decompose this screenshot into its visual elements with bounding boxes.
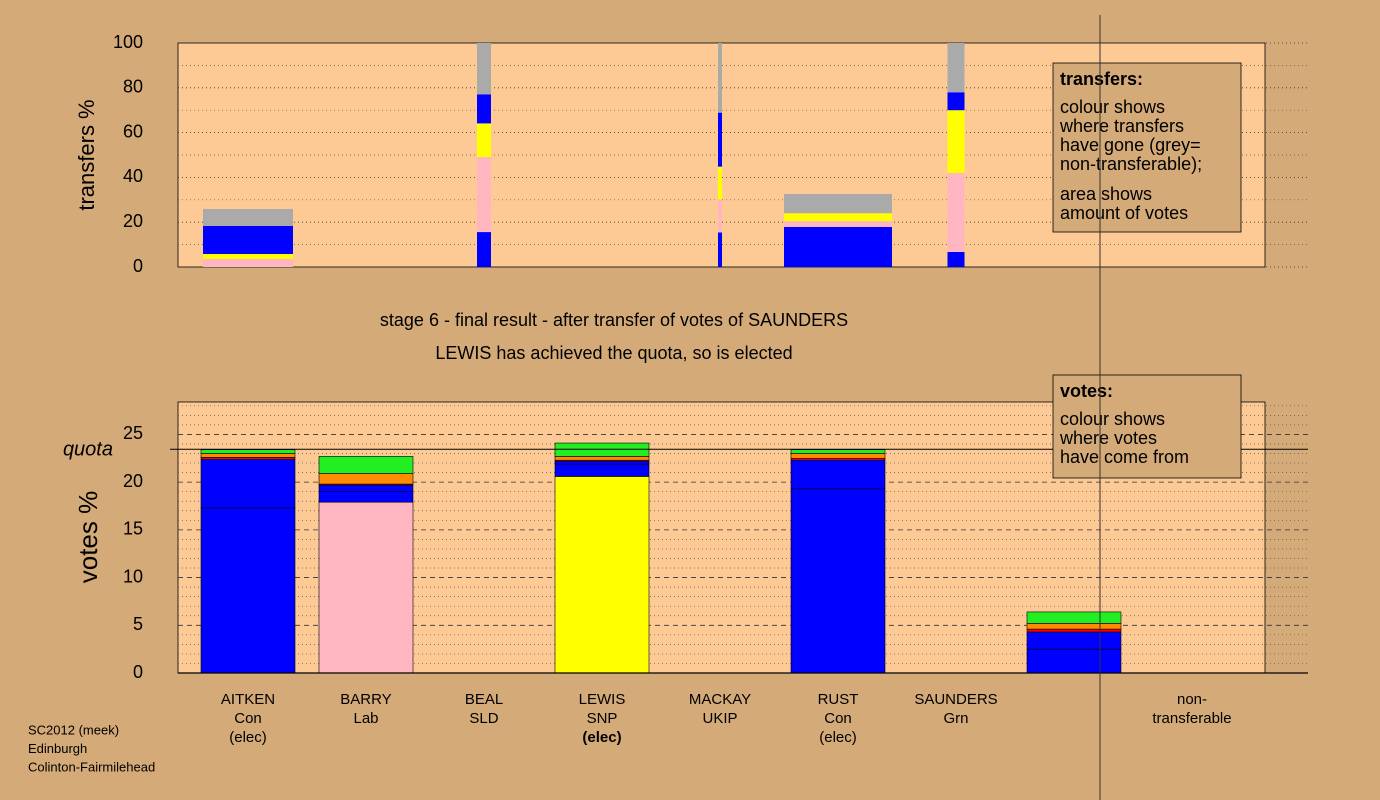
category-label: SAUNDERS bbox=[914, 691, 997, 708]
bar-segment bbox=[784, 226, 892, 267]
y-tick-label: 80 bbox=[123, 77, 143, 97]
y-tick-label: 15 bbox=[123, 519, 143, 539]
legend-text: amount of votes bbox=[1060, 203, 1188, 223]
legend-text: non-transferable); bbox=[1060, 154, 1202, 174]
bar-segment bbox=[477, 157, 491, 233]
legend-title: transfers: bbox=[1060, 69, 1143, 89]
bar-segment bbox=[200, 453, 296, 458]
category-label: AITKEN bbox=[221, 691, 275, 708]
footer-text: Edinburgh bbox=[28, 741, 87, 756]
category-label: UKIP bbox=[702, 710, 737, 727]
bar-segment bbox=[784, 221, 892, 227]
bar-segment bbox=[718, 112, 722, 167]
category-label: Lab bbox=[353, 710, 378, 727]
y-axis-label: transfers % bbox=[74, 99, 99, 210]
bar-segment bbox=[947, 92, 965, 111]
bar-segment bbox=[318, 501, 414, 674]
bar-segment bbox=[1026, 623, 1122, 630]
y-tick-label: 20 bbox=[123, 211, 143, 231]
bar-segment bbox=[718, 199, 722, 233]
legend-title: votes: bbox=[1060, 381, 1113, 401]
bar-segment bbox=[554, 476, 650, 674]
y-tick-label: 40 bbox=[123, 166, 143, 186]
category-label: Con bbox=[824, 710, 852, 727]
bar-segment bbox=[554, 463, 650, 477]
footer-text: SC2012 (meek) bbox=[28, 722, 119, 737]
elected-label: (elec) bbox=[582, 729, 621, 746]
bar-segment bbox=[1026, 628, 1122, 633]
y-tick-label: 100 bbox=[113, 32, 143, 52]
bar-segment bbox=[203, 258, 293, 267]
bar-segment bbox=[718, 43, 722, 113]
bar-segment bbox=[1026, 611, 1122, 624]
y-tick-label: 0 bbox=[133, 662, 143, 682]
y-tick-label: 60 bbox=[123, 121, 143, 141]
bar-segment bbox=[718, 166, 722, 200]
bar-segment bbox=[318, 484, 414, 492]
bar-segment bbox=[1026, 648, 1122, 674]
y-axis-label: votes % bbox=[73, 491, 103, 584]
category-label: non- bbox=[1177, 691, 1207, 708]
bar-segment bbox=[477, 43, 491, 95]
category-label: Con bbox=[234, 710, 262, 727]
bar-segment bbox=[200, 507, 296, 674]
bar-segment bbox=[790, 488, 886, 674]
bar-segment bbox=[947, 251, 965, 267]
category-label: BEAL bbox=[465, 691, 503, 708]
legend-text: where votes bbox=[1059, 428, 1157, 448]
category-label: RUST bbox=[818, 691, 859, 708]
bar-segment bbox=[203, 208, 293, 227]
category-label: BARRY bbox=[340, 691, 391, 708]
category-label: (elec) bbox=[229, 729, 267, 746]
legend-text: colour shows bbox=[1060, 409, 1165, 429]
category-label: MACKAY bbox=[689, 691, 751, 708]
bar-segment bbox=[784, 213, 892, 222]
category-label: LEWIS bbox=[579, 691, 626, 708]
chart-title: LEWIS has achieved the quota, so is elec… bbox=[435, 343, 792, 363]
bar-segment bbox=[200, 458, 296, 509]
category-label: transferable bbox=[1152, 710, 1231, 727]
legend-text: have gone (grey= bbox=[1060, 135, 1201, 155]
chart-title: stage 6 - final result - after transfer … bbox=[380, 310, 848, 330]
legend-box bbox=[1052, 62, 1242, 233]
bar-segment bbox=[790, 459, 886, 490]
y-tick-label: 5 bbox=[133, 614, 143, 634]
bar-segment bbox=[718, 232, 722, 267]
category-label: Grn bbox=[943, 710, 968, 727]
y-tick-label: 10 bbox=[123, 566, 143, 586]
bar-segment bbox=[1026, 631, 1122, 650]
legend-text: have come from bbox=[1060, 447, 1189, 467]
bar-segment bbox=[318, 456, 414, 474]
footer-text: Colinton-Fairmilehead bbox=[28, 759, 155, 774]
bar-segment bbox=[318, 491, 414, 503]
bar-segment bbox=[477, 94, 491, 124]
legend-text: colour shows bbox=[1060, 97, 1165, 117]
y-tick-label: 0 bbox=[133, 256, 143, 276]
bar-segment bbox=[784, 193, 892, 214]
bar-segment bbox=[318, 473, 414, 485]
category-label: SNP bbox=[587, 710, 618, 727]
legend-text: area shows bbox=[1060, 184, 1152, 204]
category-label: (elec) bbox=[819, 729, 857, 746]
category-label: SLD bbox=[469, 710, 498, 727]
bar-segment bbox=[203, 254, 293, 259]
bar-segment bbox=[203, 226, 293, 255]
bar-segment bbox=[790, 453, 886, 459]
bar-segment bbox=[477, 123, 491, 158]
bar-segment bbox=[554, 460, 650, 465]
bar-segment bbox=[200, 449, 296, 454]
y-tick-label: 20 bbox=[123, 471, 143, 491]
bar-segment bbox=[947, 172, 965, 252]
bar-segment bbox=[947, 110, 965, 173]
bar-segment bbox=[790, 449, 886, 454]
quota-label: quota bbox=[63, 439, 113, 461]
legend-box bbox=[1052, 374, 1242, 479]
legend-text: where transfers bbox=[1059, 116, 1184, 136]
y-tick-label: 25 bbox=[123, 423, 143, 443]
bar-segment bbox=[947, 43, 965, 93]
bar-segment bbox=[477, 232, 491, 267]
bar-segment bbox=[554, 456, 650, 461]
